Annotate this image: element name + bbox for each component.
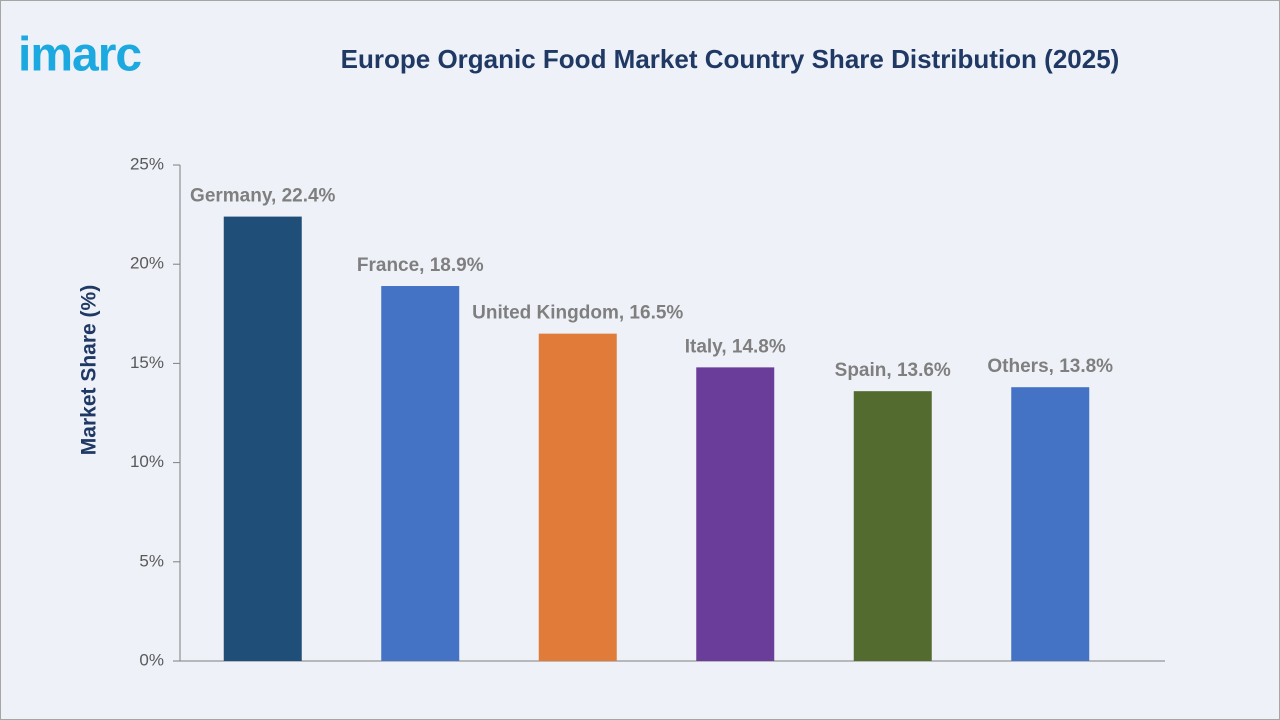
y-tick-label: 5%: [139, 551, 164, 570]
data-label: Others, 13.8%: [987, 356, 1113, 377]
logo: imarc: [18, 29, 141, 82]
bar: [223, 216, 302, 662]
bar: [696, 367, 775, 661]
data-label: Germany, 22.4%: [190, 186, 336, 207]
bar: [1011, 387, 1090, 661]
y-tick-label: 25%: [130, 154, 164, 173]
data-label: United Kingdom, 16.5%: [472, 303, 683, 324]
y-tick-label: 10%: [130, 452, 164, 471]
bar: [381, 286, 460, 661]
y-tick-label: 20%: [130, 254, 164, 273]
y-tick-label: 0%: [139, 650, 164, 669]
bar: [538, 333, 617, 661]
data-label: Italy, 14.8%: [685, 336, 786, 357]
y-tick-label: 15%: [130, 353, 164, 372]
y-axis-label: Market Share (%): [78, 285, 101, 455]
chart-title: Europe Organic Food Market Country Share…: [341, 44, 1120, 74]
bar: [853, 391, 932, 661]
data-label: Spain, 13.6%: [835, 360, 951, 381]
data-label: France, 18.9%: [357, 255, 484, 276]
